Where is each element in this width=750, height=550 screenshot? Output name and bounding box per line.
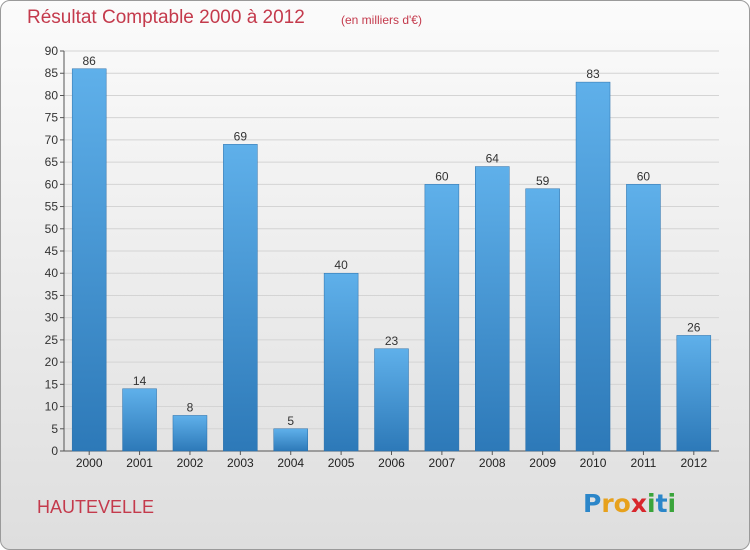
bar [223,144,258,452]
bar-value-label: 86 [83,54,97,68]
bar [323,272,359,452]
logo-letter: i [667,489,677,518]
bar-value-label: 26 [687,320,701,334]
y-tick-label: 20 [45,355,59,369]
bar [475,166,510,452]
chart-title: Résultat Comptable 2000 à 2012 [27,7,305,28]
bar [424,184,460,452]
y-tick-label: 5 [51,422,58,436]
bar-value-label: 60 [435,169,449,183]
x-tick-label: 2004 [277,456,304,470]
bar-value-label: 64 [486,152,500,166]
x-tick-label: 2012 [680,456,707,470]
bar-value-label: 69 [234,129,248,143]
bar [273,428,308,452]
y-tick-label: 80 [45,88,59,102]
bar-value-label: 83 [586,67,600,81]
logo-letter: t [655,489,668,518]
y-tick-label: 15 [45,377,59,391]
y-tick-label: 75 [45,111,59,125]
x-tick-label: 2003 [227,456,254,470]
y-tick-label: 0 [51,444,58,458]
logo-letter: o [613,489,631,518]
bar [626,184,661,452]
bar [525,188,560,452]
bar [374,348,409,452]
bar [122,388,157,452]
logo-letter: P [583,489,602,518]
labels: 0510152025303540455055606570758085908620… [45,44,708,470]
y-tick-label: 35 [45,288,59,302]
x-tick-label: 2001 [126,456,153,470]
x-tick-label: 2002 [177,456,204,470]
y-tick-label: 65 [45,155,59,169]
y-tick-label: 70 [45,133,59,147]
x-tick-label: 2009 [529,456,556,470]
bar-value-label: 59 [536,174,550,188]
x-tick-label: 2000 [76,456,103,470]
x-tick-label: 2005 [328,456,355,470]
y-tick-label: 45 [45,244,59,258]
bar-value-label: 5 [287,414,294,428]
bar [172,415,208,452]
y-tick-label: 90 [45,44,59,58]
bar-value-label: 14 [133,374,147,388]
bars [71,68,712,452]
logo-letter: x [630,489,647,518]
y-tick-label: 55 [45,200,59,214]
y-tick-label: 85 [45,66,59,80]
bar-value-label: 40 [334,258,348,272]
x-tick-label: 2010 [580,456,607,470]
bar [71,68,107,452]
y-tick-label: 50 [45,222,59,236]
chart-subtitle: (en milliers d'€) [341,13,422,27]
x-tick-label: 2008 [479,456,506,470]
y-tick-label: 60 [45,177,59,191]
bar [676,335,712,452]
logo-letter: r [601,489,614,518]
x-tick-label: 2011 [631,456,657,470]
x-tick-label: 2007 [429,456,456,470]
bar-value-label: 8 [187,400,194,414]
y-tick-label: 10 [45,400,59,414]
y-tick-label: 25 [45,333,59,347]
bar [575,81,611,452]
bar-value-label: 23 [385,334,399,348]
logo-letter: i [647,489,656,518]
y-tick-label: 40 [45,266,59,280]
bar-value-label: 60 [637,169,651,183]
commune-name: HAUTEVELLE [37,497,155,517]
y-tick-label: 30 [45,311,59,325]
x-tick-label: 2006 [378,456,405,470]
proxiti-logo[interactable]: Proxiti [583,489,676,518]
